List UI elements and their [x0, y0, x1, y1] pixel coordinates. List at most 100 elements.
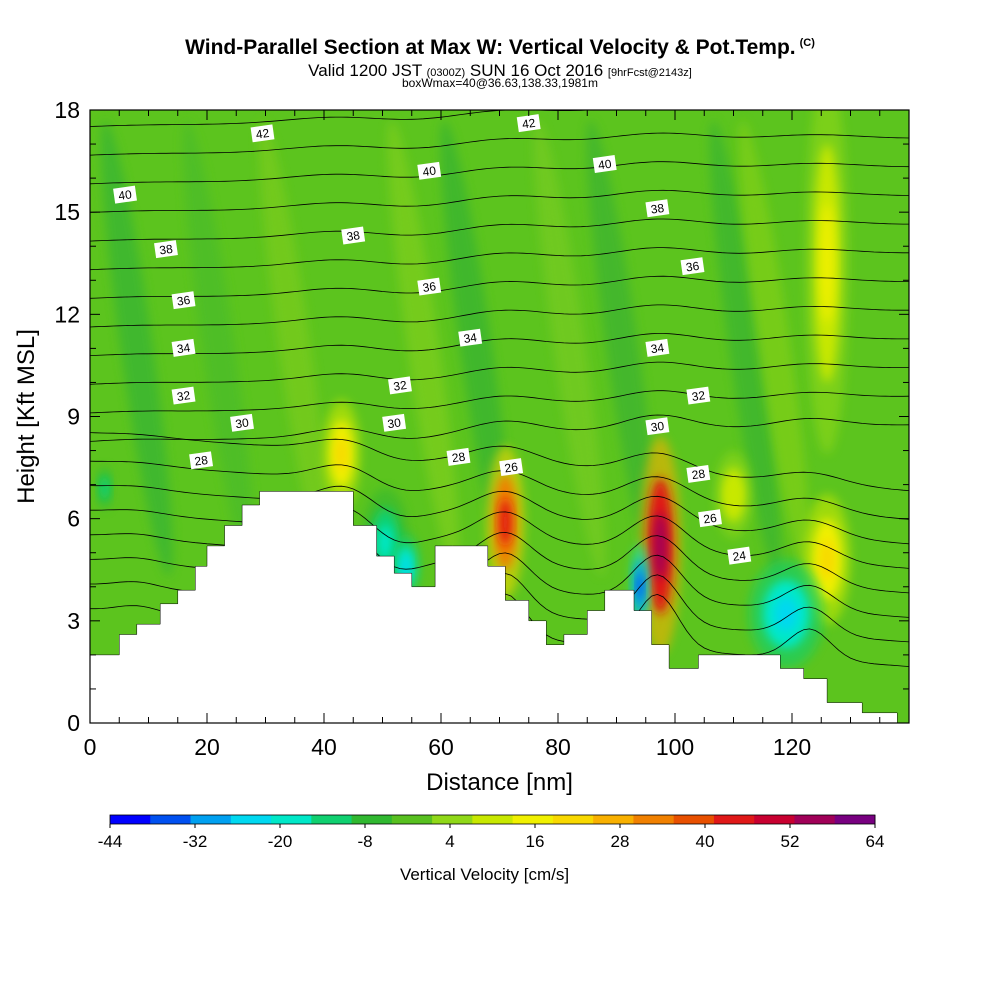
- vv-background-band: [709, 120, 781, 577]
- isentrope-label-text: 42: [521, 116, 536, 132]
- isentrope-line: [90, 132, 909, 156]
- colorbar-swatch: [834, 815, 876, 824]
- isentrope-line: [90, 275, 909, 299]
- isentrope-label-text: 38: [158, 242, 173, 258]
- y-tick-label: 0: [67, 710, 80, 736]
- isentrope-label-box: [686, 386, 711, 405]
- plot-area: [90, 18, 909, 723]
- isentrope-label-text: 40: [597, 157, 612, 173]
- isentrope-label-box: [230, 413, 254, 432]
- isentrope-label: 38: [645, 199, 670, 218]
- isentrope-label-box: [171, 386, 196, 405]
- isentrope-label: 42: [516, 114, 541, 133]
- isentrope-line: [90, 304, 909, 328]
- colorbar-swatch: [552, 815, 594, 824]
- vv-cell: [335, 436, 348, 471]
- isentrope-label-box: [645, 417, 670, 436]
- isentrope-label-text: 40: [422, 163, 437, 179]
- terrain-mask: [90, 491, 898, 723]
- colorbar-swatch: [351, 815, 393, 824]
- colorbar-swatch: [110, 815, 151, 824]
- isentrope-label-box: [727, 546, 752, 565]
- isentrope-label-box: [446, 447, 471, 466]
- isentrope-label-text: 26: [703, 511, 718, 527]
- isentrope-line: [90, 189, 909, 213]
- isentrope-line: [90, 47, 909, 69]
- colorbar-swatch: [311, 815, 353, 824]
- isentrope-line: [90, 218, 909, 242]
- isentrope-label-text: 40: [118, 187, 133, 203]
- vv-cell: [102, 481, 107, 495]
- isentrope-label: 38: [341, 226, 366, 245]
- colorbar-label: 16: [526, 832, 545, 851]
- isentrope-label-box: [154, 240, 178, 259]
- chart-subtitle: Valid 1200 JST (0300Z) SUN 16 Oct 2016 […: [0, 61, 1000, 81]
- isentrope-label-text: 36: [176, 293, 191, 309]
- isentrope-line: [90, 506, 909, 569]
- x-tick-label: 20: [194, 734, 220, 760]
- colorbar-swatch: [150, 815, 192, 824]
- isentrope-label: 36: [680, 257, 705, 276]
- isentrope-label-text: 30: [235, 415, 250, 431]
- isentrope-label-box: [341, 226, 366, 245]
- isentrope-label-box: [698, 509, 722, 528]
- x-tick-label: 80: [545, 734, 571, 760]
- y-tick-label: 9: [67, 404, 80, 430]
- isentrope-line: [90, 76, 909, 98]
- x-tick-label: 60: [428, 734, 454, 760]
- colorbar-swatch: [432, 815, 473, 824]
- isentrope-label: 36: [417, 277, 442, 296]
- isentrope-label-box: [417, 277, 442, 296]
- vv-background-band: [586, 120, 659, 577]
- y-tick-label: 3: [67, 608, 80, 634]
- isentrope-label-text: 26: [504, 460, 519, 476]
- colorbar-swatch: [794, 815, 836, 824]
- isentrope-label: 30: [230, 413, 254, 432]
- isentrope-label-text: 36: [685, 259, 700, 275]
- vv-background-band: [738, 120, 811, 577]
- y-tick-label: 15: [54, 199, 80, 225]
- isentrope-line: [90, 18, 909, 40]
- isentrope-label-text: 30: [650, 419, 665, 435]
- isentrope-line: [90, 432, 909, 491]
- isentrope-label-text: 24: [732, 548, 747, 564]
- colorbar-label: -8: [357, 832, 372, 851]
- vv-cell: [819, 539, 835, 580]
- isentrope-label-box: [645, 199, 670, 218]
- subtitle-valid: Valid 1200 JST: [308, 61, 422, 80]
- isentrope-label-text: 30: [387, 415, 402, 431]
- isentrope-label: 42: [250, 124, 275, 143]
- isentrope-label-box: [680, 257, 705, 276]
- vv-cell: [820, 203, 834, 323]
- isentrope-line: [90, 460, 909, 520]
- y-tick-label: 6: [67, 506, 80, 532]
- vv-cell: [378, 525, 393, 560]
- isentrope-label-text: 28: [691, 466, 706, 482]
- isentrope-label-box: [686, 464, 711, 483]
- subtitle-fcst: [9hrFcst@2143z]: [607, 67, 692, 79]
- isentrope-label-box: [250, 124, 275, 143]
- vv-cell: [727, 481, 740, 509]
- x-tick-label: 120: [773, 734, 811, 760]
- isentrope-label-text: 36: [422, 279, 437, 295]
- y-axis-title: Height [Kft MSL]: [13, 329, 40, 504]
- isentrope-label-text: 28: [451, 449, 466, 465]
- colorbar-label: -20: [268, 832, 293, 851]
- colorbar-frame: [109, 814, 876, 825]
- isentrope-label-box: [645, 338, 670, 357]
- isentrope-label: 40: [417, 161, 442, 180]
- isentrope-label-text: 42: [255, 126, 270, 142]
- colorbar-label: 64: [866, 832, 885, 851]
- isentrope-label: 28: [189, 451, 214, 470]
- colorbar-swatch: [593, 815, 634, 824]
- colorbar-swatch: [230, 815, 272, 824]
- isentrope-label-box: [113, 185, 137, 204]
- title-copyright-mark: (C): [799, 37, 815, 49]
- colorbar-swatch: [512, 815, 554, 824]
- isentrope-line: [90, 485, 909, 545]
- isentrope-label: 28: [446, 447, 471, 466]
- isentrope-label: 24: [727, 546, 752, 565]
- isentrope-label-box: [388, 376, 412, 395]
- isentrope-label: 28: [686, 464, 711, 483]
